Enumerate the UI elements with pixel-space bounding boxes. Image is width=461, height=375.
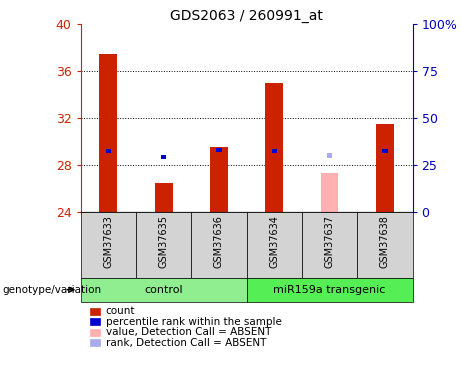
Bar: [327, 153, 332, 158]
Text: GDS2063 / 260991_at: GDS2063 / 260991_at: [170, 9, 323, 23]
Bar: [155, 183, 172, 212]
Bar: [106, 149, 111, 153]
Text: GSM37636: GSM37636: [214, 215, 224, 268]
Bar: [210, 147, 228, 212]
Text: genotype/variation: genotype/variation: [2, 285, 101, 295]
Text: GSM37635: GSM37635: [159, 215, 169, 268]
Text: GSM37633: GSM37633: [103, 215, 113, 268]
Text: miR159a transgenic: miR159a transgenic: [273, 285, 386, 295]
Bar: [266, 83, 283, 212]
Text: count: count: [106, 306, 135, 316]
Bar: [382, 149, 388, 153]
Bar: [376, 124, 394, 212]
Text: value, Detection Call = ABSENT: value, Detection Call = ABSENT: [106, 327, 271, 337]
Text: percentile rank within the sample: percentile rank within the sample: [106, 317, 282, 327]
Text: rank, Detection Call = ABSENT: rank, Detection Call = ABSENT: [106, 338, 266, 348]
Bar: [272, 149, 277, 153]
Bar: [321, 173, 338, 212]
Text: GSM37637: GSM37637: [325, 215, 335, 268]
Bar: [161, 154, 166, 159]
Bar: [100, 54, 117, 212]
Text: GSM37638: GSM37638: [380, 215, 390, 268]
Bar: [216, 147, 222, 152]
Text: GSM37634: GSM37634: [269, 215, 279, 268]
Text: control: control: [144, 285, 183, 295]
